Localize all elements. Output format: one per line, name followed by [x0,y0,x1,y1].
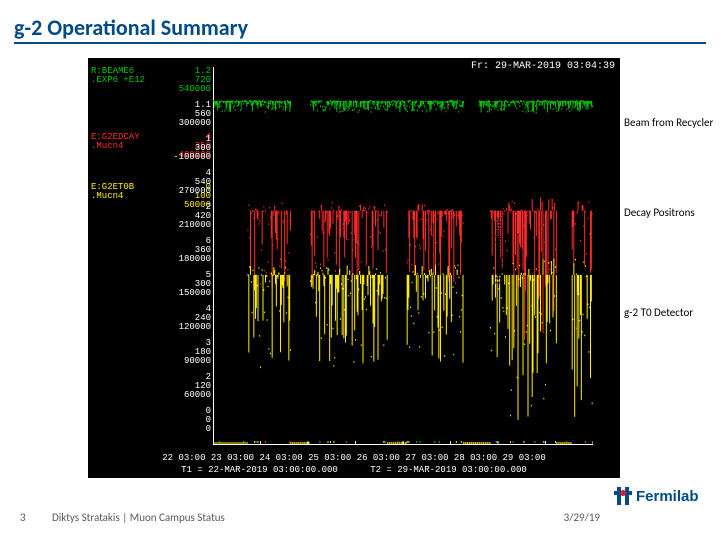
fermilab-logo-text: Fermilab [636,488,699,505]
y-scale-step: 1300-100000 [91,135,215,162]
annot-t0-detector: g-2 T0 Detector [624,306,693,319]
fermilab-logo-mark [614,487,632,505]
acnet-chart: Fr: 29-MAR-2019 03:04:39 R:BEAME6.EXP6 +… [88,58,620,478]
channel-scale-beam: 1.2720540000 [91,67,215,94]
y-scale-step: 2420210000 [91,203,215,230]
y-scale-step: 6360180000 [91,237,215,264]
y-scale-step: 4540270000 [91,169,215,196]
y-scale-step: 1.1560300000 [91,101,215,128]
footer-author: Diktys Stratakis | Muon Campus Status [52,511,225,524]
plot-area [213,67,593,445]
annot-mc1-vacuum: MC-1 vacuum issues [300,203,313,294]
title-rule [14,42,706,44]
y-scale-step: 5300150000 [91,271,215,298]
x-axis-ticks: 22 03:00 23 03:00 24 03:00 25 03:00 26 0… [89,453,619,463]
annot-decay-positrons: Decay Positrons [624,206,695,219]
y-scale-step: 4240120000 [91,305,215,332]
fermilab-logo: Fermilab [614,485,706,512]
slide: g-2 Operational Summary Fr: 29-MAR-2019 … [0,0,720,540]
y-scale-step: 212060000 [91,373,215,400]
page-number: 3 [20,511,26,524]
x-axis-range: T1 = 22-MAR-2019 03:00:00.000 T2 = 29-MA… [89,465,619,475]
y-scale-labels: R:BEAME6.EXP6 +E121.2720540000E:G2EDCAY.… [91,67,211,445]
annot-beam-recycler: Beam from Recycler [624,116,713,129]
annot-linac: Linac problems [492,217,505,284]
plot-svg [213,67,593,445]
y-scale-step: 000 [91,407,215,434]
y-scale-step: 318090000 [91,339,215,366]
footer-date: 3/29/19 [564,511,600,524]
page-title: g-2 Operational Summary [14,14,248,41]
